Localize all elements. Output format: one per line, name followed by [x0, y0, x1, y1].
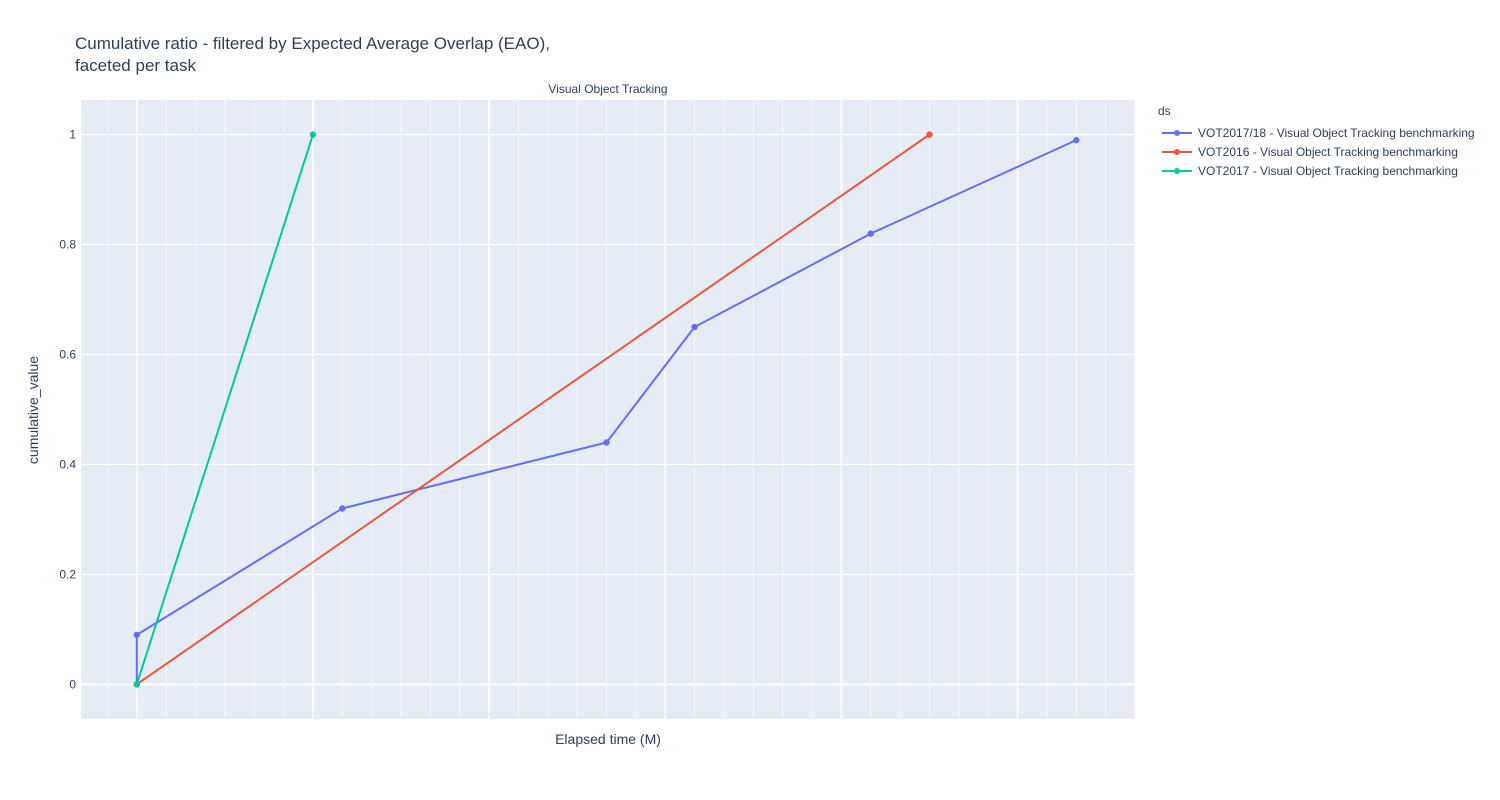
y-tick-label: 0.8	[59, 238, 76, 252]
data-point	[603, 439, 610, 446]
major-gridlines	[81, 100, 1135, 719]
legend-swatch-2	[1162, 167, 1192, 174]
chart-title-line-2: faceted per task	[75, 56, 196, 75]
legend-item[interactable]: VOT2017 - Visual Object Tracking benchma…	[1158, 161, 1475, 180]
y-tick-label: 0.2	[59, 567, 76, 581]
x-axis-label: Elapsed time (M)	[555, 731, 661, 747]
legend-item[interactable]: VOT2017/18 - Visual Object Tracking benc…	[1158, 123, 1475, 142]
data-point	[133, 681, 140, 688]
data-point	[133, 631, 140, 639]
legend-label: VOT2017/18 - Visual Object Tracking benc…	[1198, 125, 1475, 140]
data-point	[339, 505, 346, 512]
y-tick-label: 1	[69, 128, 76, 142]
chart-title-line-1: Cumulative ratio - filtered by Expected …	[75, 34, 550, 53]
y-tick-labels: 0 0.2 0.4 0.6 0.8 1	[59, 128, 76, 692]
legend-swatch-0	[1162, 129, 1192, 136]
data-point	[926, 131, 933, 138]
series-line	[136, 133, 931, 686]
minor-gridlines	[107, 100, 1136, 719]
legend-swatch-1	[1162, 148, 1192, 155]
series-2	[133, 131, 317, 688]
y-tick-label: 0.6	[59, 348, 76, 362]
data-point	[309, 131, 317, 138]
legend-label: VOT2017 - Visual Object Tracking benchma…	[1198, 163, 1458, 178]
subplot-title: Visual Object Tracking	[548, 82, 668, 96]
y-tick-label: 0.4	[59, 457, 76, 471]
data-point	[1073, 136, 1080, 144]
y-axis-label: cumulative_value	[25, 355, 41, 465]
series-0	[133, 136, 1080, 688]
data-point	[691, 323, 698, 331]
data-point	[867, 230, 874, 237]
y-tick-label: 0	[69, 677, 76, 691]
legend-label: VOT2016 - Visual Object Tracking benchma…	[1198, 144, 1458, 159]
legend-item[interactable]: VOT2016 - Visual Object Tracking benchma…	[1158, 142, 1475, 161]
legend-title: ds	[1158, 104, 1171, 118]
plot-background	[81, 100, 1135, 719]
series-line	[135, 134, 314, 685]
legend: ds VOT2017/18 - Visual Object Tracking b…	[1158, 104, 1475, 180]
series-layer	[133, 131, 1080, 688]
